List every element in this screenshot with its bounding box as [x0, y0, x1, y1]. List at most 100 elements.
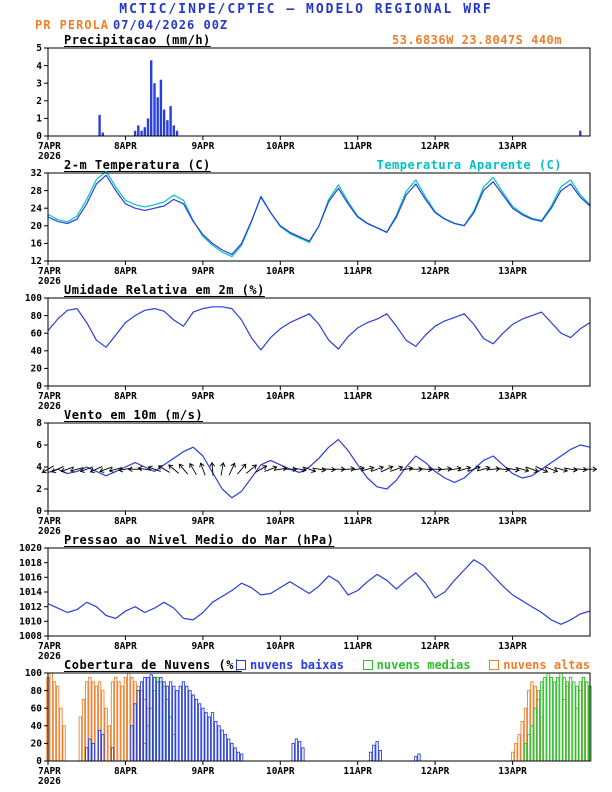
panel-title-precipitation: Precipitacao (mm/h): [64, 33, 211, 47]
low-clouds-bars: [85, 674, 421, 762]
svg-text:13APR: 13APR: [498, 141, 527, 152]
svg-text:6: 6: [36, 440, 42, 451]
legend-item-low-clouds: nuvens baixas: [236, 658, 344, 672]
legend-item-mid-clouds: nuvens medias: [362, 658, 471, 672]
svg-text:12APR: 12APR: [421, 141, 450, 152]
svg-text:2: 2: [36, 96, 42, 107]
svg-text:8APR: 8APR: [114, 516, 137, 527]
svg-text:1: 1: [36, 114, 42, 125]
svg-text:9APR: 9APR: [191, 391, 214, 402]
svg-text:80: 80: [31, 311, 43, 322]
svg-text:4: 4: [36, 61, 42, 72]
svg-text:11APR: 11APR: [343, 766, 372, 777]
svg-text:8APR: 8APR: [114, 641, 137, 652]
svg-text:0: 0: [36, 131, 42, 142]
svg-text:10APR: 10APR: [266, 641, 295, 652]
high-clouds-bars: [46, 672, 589, 762]
svg-text:13APR: 13APR: [498, 266, 527, 277]
svg-text:8APR: 8APR: [114, 141, 137, 152]
svg-text:10APR: 10APR: [266, 766, 295, 777]
panel-title-cloud-cover: Cobertura de Nuvens (%): [64, 658, 242, 672]
pressure-line: [47, 559, 591, 625]
svg-text:7APR: 7APR: [38, 766, 61, 777]
svg-text:12APR: 12APR: [421, 266, 450, 277]
precipitation-panel: Precipitacao (mm/h) 53.6836W 23.8047S 44…: [0, 33, 612, 162]
svg-text:2: 2: [36, 484, 42, 495]
svg-text:1010: 1010: [19, 617, 42, 628]
svg-text:16: 16: [31, 239, 43, 250]
station-coordinates: 53.6836W 23.8047S 440m: [392, 33, 562, 47]
svg-text:40: 40: [31, 346, 43, 357]
svg-text:11APR: 11APR: [343, 641, 372, 652]
svg-text:5: 5: [36, 43, 42, 54]
svg-text:10APR: 10APR: [266, 266, 295, 277]
svg-text:12: 12: [31, 256, 42, 267]
legend-item-high-clouds: nuvens altas: [489, 658, 590, 672]
svg-text:1012: 1012: [19, 602, 42, 613]
station-name: PR PEROLA: [35, 18, 110, 32]
svg-text:1016: 1016: [19, 573, 42, 584]
svg-text:12APR: 12APR: [421, 766, 450, 777]
low-clouds-swatch-icon: [236, 660, 246, 670]
temperature-line: [47, 174, 591, 256]
svg-text:3: 3: [36, 78, 42, 89]
legend-label-low-clouds: nuvens baixas: [250, 658, 344, 672]
panel-title-temperature: 2-m Temperatura (C): [64, 158, 211, 172]
svg-text:100: 100: [25, 293, 42, 304]
svg-text:2026: 2026: [38, 276, 61, 287]
svg-text:2026: 2026: [38, 151, 61, 162]
svg-text:1008: 1008: [19, 631, 42, 642]
svg-text:8APR: 8APR: [114, 266, 137, 277]
wind-direction-vectors: [41, 461, 598, 476]
svg-text:60: 60: [31, 703, 43, 714]
svg-text:4: 4: [36, 462, 42, 473]
pressure-panel: Pressao ao Nivel Medio do Mar (hPa) 1008…: [0, 533, 612, 662]
wind-speed-line: [47, 438, 591, 499]
svg-text:7APR: 7APR: [38, 641, 61, 652]
temperature-panel: 2-m Temperatura (C) Temperatura Aparente…: [0, 158, 612, 287]
svg-text:7APR: 7APR: [38, 266, 61, 277]
svg-text:2026: 2026: [38, 651, 61, 662]
svg-text:9APR: 9APR: [191, 141, 214, 152]
svg-text:10APR: 10APR: [266, 141, 295, 152]
svg-text:0: 0: [36, 756, 42, 767]
svg-text:9APR: 9APR: [191, 516, 214, 527]
svg-text:9APR: 9APR: [191, 641, 214, 652]
svg-text:80: 80: [31, 686, 43, 697]
legend-label-mid-clouds: nuvens medias: [376, 658, 471, 672]
svg-text:20: 20: [31, 221, 43, 232]
svg-text:13APR: 13APR: [498, 641, 527, 652]
svg-text:0: 0: [36, 506, 42, 517]
high-clouds-swatch-icon: [489, 660, 500, 670]
wind-panel: Vento em 10m (m/s) 0 2 4 6 8 7APR 2026 8APR 9APR…: [0, 408, 612, 537]
panel-title-humidity: Umidade Relativa em 2m (%): [64, 283, 265, 297]
legend-label-high-clouds: nuvens altas: [503, 658, 590, 672]
svg-text:0: 0: [36, 381, 42, 392]
svg-text:8APR: 8APR: [114, 391, 137, 402]
svg-text:2026: 2026: [38, 526, 61, 537]
model-run-datetime: 07/04/2026 00Z: [113, 18, 229, 32]
svg-text:11APR: 11APR: [343, 141, 372, 152]
page-title: MCTIC/INPE/CPTEC — MODELO REGIONAL WRF: [119, 2, 493, 17]
svg-text:13APR: 13APR: [498, 391, 527, 402]
panel-title-wind: Vento em 10m (m/s): [64, 408, 204, 422]
panel-title-pressure: Pressao ao Nivel Medio do Mar (hPa): [64, 533, 335, 547]
svg-text:10APR: 10APR: [266, 516, 295, 527]
svg-text:1018: 1018: [19, 558, 42, 569]
svg-text:13APR: 13APR: [498, 516, 527, 527]
svg-text:10APR: 10APR: [266, 391, 295, 402]
svg-text:2026: 2026: [38, 776, 61, 787]
apparent-temperature-label: Temperatura Aparente (C): [376, 158, 562, 172]
svg-text:40: 40: [31, 721, 43, 732]
svg-text:8APR: 8APR: [114, 766, 137, 777]
mid-clouds-swatch-icon: [362, 660, 373, 670]
svg-text:11APR: 11APR: [343, 266, 372, 277]
svg-text:9APR: 9APR: [191, 766, 214, 777]
svg-text:32: 32: [31, 168, 42, 179]
humidity-panel: Umidade Relativa em 2m (%) 0 20 40 60 80 100 7…: [0, 283, 612, 412]
